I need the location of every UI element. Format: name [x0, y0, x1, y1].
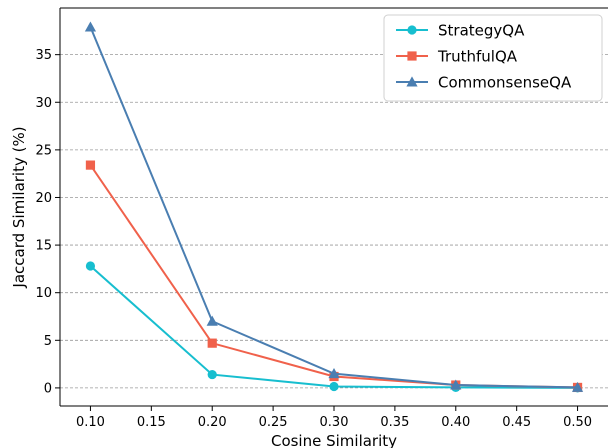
legend-marker [406, 76, 418, 87]
x-axis-title: Cosine Similarity [271, 432, 397, 448]
x-tick-label: 0.50 [563, 415, 592, 430]
y-tick-label: 0 [44, 381, 52, 396]
data-point [329, 381, 339, 392]
x-tick-label: 0.30 [320, 415, 349, 430]
legend-label: CommonsenseQA [438, 74, 572, 92]
data-point [85, 261, 96, 271]
x-tick-label: 0.40 [441, 415, 470, 430]
x-tick-label: 0.15 [137, 415, 166, 430]
data-point [206, 315, 218, 326]
series-line [89, 164, 578, 389]
y-tick-label: 25 [35, 143, 52, 158]
legend-label: TruthfulQA [437, 48, 518, 66]
x-tick-label: 0.25 [259, 415, 288, 430]
data-point [450, 379, 462, 390]
legend-marker [407, 51, 417, 61]
data-point [85, 160, 96, 170]
series-commonsenseqa [84, 21, 584, 392]
legend-box [383, 14, 603, 102]
x-tick-label: 0.45 [502, 415, 531, 430]
x-tick-label: 0.10 [76, 415, 105, 430]
data-point [571, 381, 584, 392]
data-point [84, 21, 97, 32]
data-point [207, 338, 217, 348]
legend-label: StrategyQA [438, 22, 525, 40]
y-tick-label: 5 [44, 334, 52, 349]
y-tick-label: 20 [35, 191, 52, 206]
x-tick-label: 0.35 [380, 415, 409, 430]
data-point [207, 369, 217, 380]
y-tick-label: 30 [35, 96, 52, 111]
y-tick-label: 10 [35, 286, 52, 301]
series-layer [84, 21, 584, 393]
legend: StrategyQA TruthfulQA CommonsenseQA [383, 14, 603, 102]
x-tick-label: 0.20 [198, 415, 227, 430]
y-axis-title: Jaccard Similarity (%) [10, 126, 28, 288]
axes: 0 5 10 15 20 25 30 35 0.10 0.15 0.20 0.25 0.30 0.35 0.… [35, 7, 608, 430]
legend-marker [407, 25, 417, 35]
y-tick-label: 35 [35, 48, 52, 63]
gridlines [60, 54, 608, 389]
y-tick-label: 15 [35, 239, 52, 254]
data-point [328, 368, 340, 379]
